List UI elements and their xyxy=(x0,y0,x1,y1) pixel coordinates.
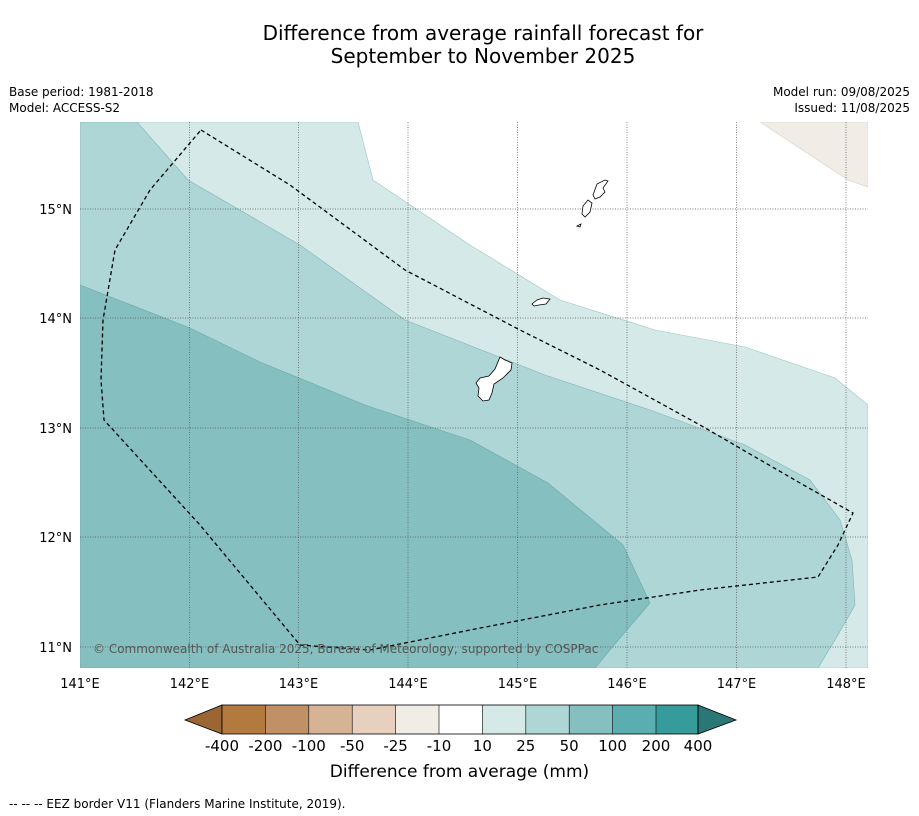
colorbar-segment xyxy=(395,705,439,734)
map-title: Difference from average rainfall forecas… xyxy=(0,22,919,68)
colorbar-outline xyxy=(221,704,699,735)
colorbar-segment xyxy=(265,705,309,734)
meta-right: Model run: 09/08/2025 Issued: 11/08/2025 xyxy=(773,84,910,116)
title-line-1: Difference from average rainfall forecas… xyxy=(262,21,704,45)
colorbar: -400 -200 -100 -50 -25 -10 10 25 50 100 … xyxy=(183,704,738,755)
colorbar-extend-high xyxy=(697,704,738,735)
colorbar-tick: -50 xyxy=(340,737,365,755)
colorbar-segment xyxy=(612,705,656,734)
colorbar-tick: 200 xyxy=(642,737,671,755)
anomaly-band-neutral xyxy=(759,122,868,188)
colorbar-segment xyxy=(482,705,526,734)
colorbar-segment xyxy=(569,705,613,734)
anomaly-band-50-100 xyxy=(80,284,651,668)
eez-footnote: -- -- -- EEZ border V11 (Flanders Marine… xyxy=(9,797,346,811)
issued-text: Issued: 11/08/2025 xyxy=(794,101,910,115)
island-aguijan xyxy=(575,223,582,228)
lon-label: 145°E xyxy=(498,677,538,692)
colorbar-tick: 400 xyxy=(684,737,713,755)
lat-label: 14°N xyxy=(39,312,72,327)
island-saipan xyxy=(592,179,609,200)
lat-label: 15°N xyxy=(39,203,72,218)
lon-label: 147°E xyxy=(717,677,757,692)
colorbar-dividers xyxy=(265,705,657,734)
colorbar-tick: 100 xyxy=(598,737,627,755)
copyright-text: © Commonwealth of Australia 2025, Bureau… xyxy=(93,642,598,656)
gridlines xyxy=(80,122,868,668)
lon-label: 144°E xyxy=(388,677,428,692)
lat-axis: 15°N 14°N 13°N 12°N 11°N xyxy=(39,203,72,656)
model-run-text: Model run: 09/08/2025 xyxy=(772,85,910,99)
model-text: Model: ACCESS-S2 xyxy=(9,101,121,115)
colorbar-segment xyxy=(352,705,396,734)
meta-left: Base period: 1981-2018 Model: ACCESS-S2 xyxy=(9,84,154,116)
colorbar-segment xyxy=(656,705,698,734)
colorbar-tick: -200 xyxy=(248,737,282,755)
colorbar-tick: -25 xyxy=(383,737,408,755)
colorbar-tick: -100 xyxy=(292,737,326,755)
island-guam xyxy=(475,356,513,402)
colorbar-tick: 10 xyxy=(473,737,492,755)
colorbar-extend-low xyxy=(183,704,223,735)
colorbar-segment xyxy=(439,705,483,734)
colorbar-tick-labels: -400 -200 -100 -50 -25 -10 10 25 50 100 … xyxy=(205,737,712,755)
eez-border-line xyxy=(100,129,854,651)
lon-axis: 141°E 142°E 143°E 144°E 145°E 146°E 147°… xyxy=(60,677,866,692)
colorbar-tick: 25 xyxy=(516,737,535,755)
colorbar-tick: -10 xyxy=(427,737,452,755)
lon-label: 142°E xyxy=(170,677,210,692)
lon-label: 148°E xyxy=(826,677,866,692)
lon-label: 143°E xyxy=(279,677,319,692)
colorbar-segment xyxy=(308,705,353,734)
lat-label: 12°N xyxy=(39,531,72,546)
lat-label: 11°N xyxy=(39,641,72,656)
lon-label: 146°E xyxy=(607,677,647,692)
islands xyxy=(475,179,609,402)
rainfall-anomaly-layer xyxy=(80,122,868,668)
lon-label: 141°E xyxy=(60,677,100,692)
colorbar-segment xyxy=(525,705,570,734)
island-tinian xyxy=(581,199,593,218)
colorbar-label: Difference from average (mm) xyxy=(329,762,590,782)
island-rota xyxy=(531,297,551,307)
colorbar-segment xyxy=(222,705,266,734)
colorbar-tick: -400 xyxy=(205,737,239,755)
title-line-2: September to November 2025 xyxy=(330,44,636,68)
colorbar-tick: 50 xyxy=(560,737,579,755)
base-period-text: Base period: 1981-2018 xyxy=(9,85,154,99)
lat-label: 13°N xyxy=(39,422,72,437)
